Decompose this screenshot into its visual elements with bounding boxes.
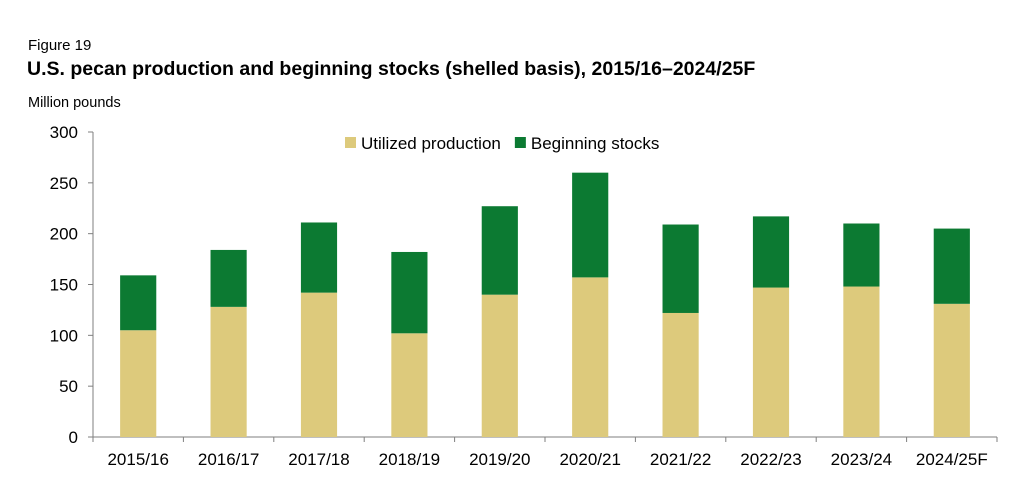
x-tick-label: 2016/17 — [198, 450, 259, 469]
x-tick-label: 2015/16 — [107, 450, 168, 469]
x-tick-label: 2021/22 — [650, 450, 711, 469]
bar-utilized-production — [120, 330, 157, 437]
bar-utilized-production — [752, 287, 790, 437]
y-tick-label: 100 — [50, 326, 78, 345]
bar-utilized-production — [481, 294, 518, 437]
bar-utilized-production — [210, 306, 247, 437]
x-tick-label: 2017/18 — [288, 450, 349, 469]
y-tick-label: 0 — [69, 428, 78, 447]
bar-beginning-stocks — [210, 249, 247, 307]
y-axis-unit-label: Million pounds — [28, 95, 121, 111]
x-tick-label: 2022/23 — [740, 450, 801, 469]
bar-utilized-production — [572, 277, 609, 437]
bar-beginning-stocks — [300, 222, 338, 293]
bar-beginning-stocks — [752, 216, 790, 288]
legend-label-beginning-stocks: Beginning stocks — [531, 134, 660, 153]
chart-title: U.S. pecan production and beginning stoc… — [27, 58, 756, 80]
x-tick-label: 2019/20 — [469, 450, 530, 469]
bar-beginning-stocks — [572, 172, 609, 278]
legend-swatch-utilized-production — [345, 137, 356, 148]
bar-beginning-stocks — [391, 251, 428, 334]
y-tick-label: 300 — [50, 123, 78, 142]
bar-utilized-production — [300, 292, 338, 437]
x-tick-label: 2023/24 — [831, 450, 892, 469]
y-tick-label: 150 — [50, 276, 78, 295]
bar-beginning-stocks — [662, 224, 699, 313]
x-axis: 2015/16 2016/17 2017/18 2018/19 2019/20 2020/… — [92, 436, 998, 469]
y-tick-label: 200 — [50, 225, 78, 244]
bar-utilized-production — [933, 303, 970, 437]
y-tick-label: 50 — [59, 377, 78, 396]
legend: Utilized production Beginning stocks — [345, 134, 659, 153]
bar-beginning-stocks — [120, 275, 157, 331]
legend-label-utilized-production: Utilized production — [361, 134, 501, 153]
x-tick-label: 2024/25F — [916, 450, 988, 469]
bar-utilized-production — [391, 333, 428, 437]
legend-swatch-beginning-stocks — [514, 137, 526, 148]
y-axis: 0 50 100 150 200 250 300 — [50, 123, 94, 447]
bar-utilized-production — [843, 286, 880, 437]
bar-beginning-stocks — [933, 228, 970, 304]
bar-beginning-stocks — [843, 223, 880, 287]
bar-beginning-stocks — [481, 206, 518, 295]
figure-label: Figure 19 — [28, 37, 92, 54]
y-tick-label: 250 — [50, 174, 78, 193]
bar-utilized-production — [662, 312, 699, 437]
x-tick-label: 2020/21 — [559, 450, 620, 469]
bars — [120, 172, 970, 437]
x-tick-label: 2018/19 — [379, 450, 440, 469]
